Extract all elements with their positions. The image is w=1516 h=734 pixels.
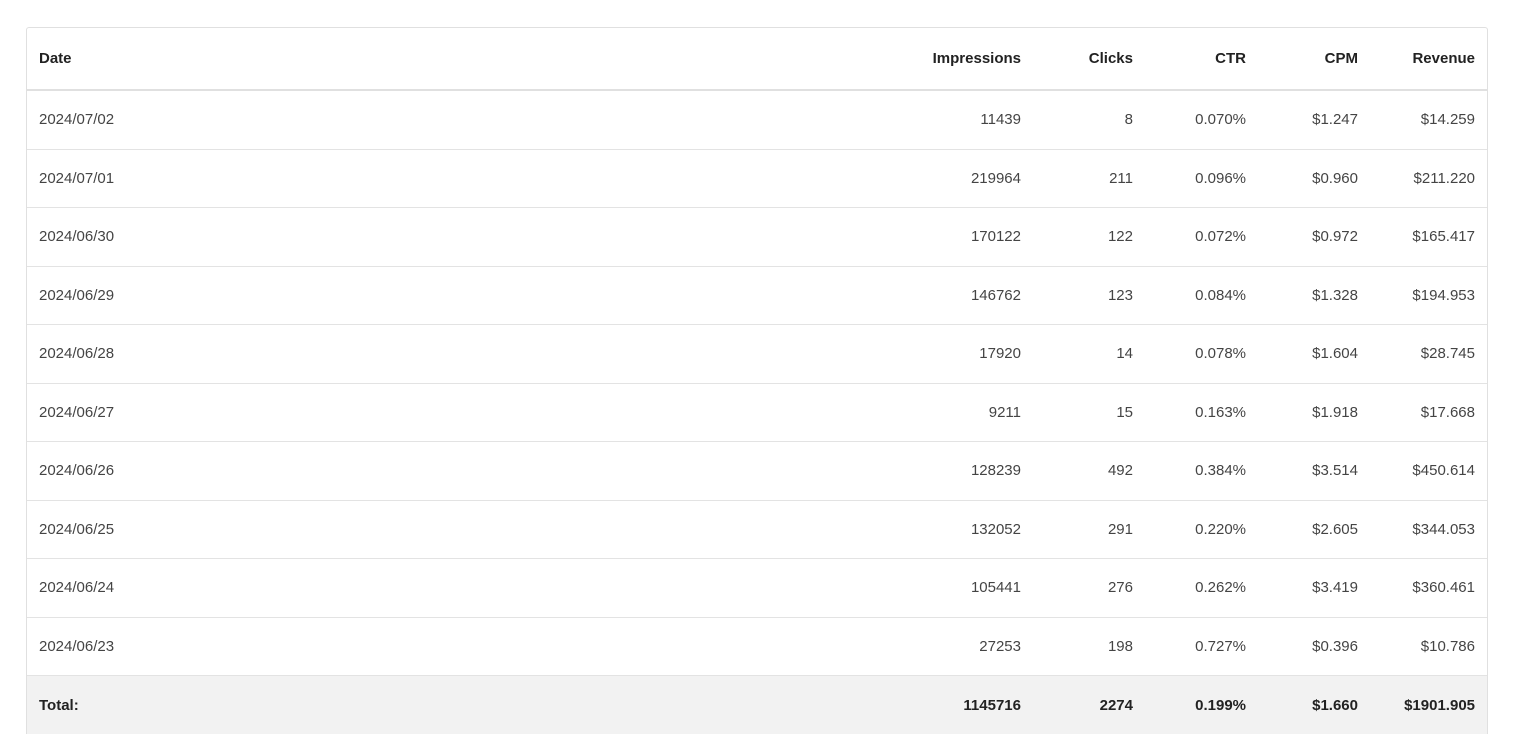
cell-revenue: $194.953 — [1370, 266, 1487, 325]
cell-impressions: 146762 — [883, 266, 1033, 325]
cell-ctr: 0.262% — [1145, 559, 1258, 618]
cell-clicks: 14 — [1033, 325, 1145, 384]
cell-clicks: 276 — [1033, 559, 1145, 618]
cell-impressions: 27253 — [883, 617, 1033, 676]
cell-impressions: 219964 — [883, 149, 1033, 208]
cell-impressions: 105441 — [883, 559, 1033, 618]
cell-cpm: $0.972 — [1258, 208, 1370, 267]
cell-ctr: 0.220% — [1145, 500, 1258, 559]
cell-ctr: 0.096% — [1145, 149, 1258, 208]
cell-ctr: 0.384% — [1145, 442, 1258, 501]
cell-clicks: 122 — [1033, 208, 1145, 267]
header-row: Date Impressions Clicks CTR CPM Revenue — [27, 28, 1487, 90]
cell-date: 2024/06/23 — [27, 617, 883, 676]
cell-clicks: 492 — [1033, 442, 1145, 501]
cell-ctr: 0.078% — [1145, 325, 1258, 384]
cell-impressions: 17920 — [883, 325, 1033, 384]
cell-date: 2024/06/30 — [27, 208, 883, 267]
cell-revenue: $344.053 — [1370, 500, 1487, 559]
cell-revenue: $360.461 — [1370, 559, 1487, 618]
cell-cpm: $1.604 — [1258, 325, 1370, 384]
cell-impressions: 132052 — [883, 500, 1033, 559]
cell-impressions: 9211 — [883, 383, 1033, 442]
cell-clicks: 8 — [1033, 90, 1145, 149]
cell-cpm: $0.960 — [1258, 149, 1370, 208]
cell-cpm: $3.419 — [1258, 559, 1370, 618]
total-clicks: 2274 — [1033, 676, 1145, 734]
cell-revenue: $165.417 — [1370, 208, 1487, 267]
cell-cpm: $0.396 — [1258, 617, 1370, 676]
cell-ctr: 0.163% — [1145, 383, 1258, 442]
cell-cpm: $1.918 — [1258, 383, 1370, 442]
cell-clicks: 15 — [1033, 383, 1145, 442]
column-header-ctr[interactable]: CTR — [1145, 28, 1258, 90]
cell-impressions: 170122 — [883, 208, 1033, 267]
cell-date: 2024/06/25 — [27, 500, 883, 559]
cell-date: 2024/06/26 — [27, 442, 883, 501]
total-ctr: 0.199% — [1145, 676, 1258, 734]
cell-impressions: 11439 — [883, 90, 1033, 149]
cell-cpm: $1.328 — [1258, 266, 1370, 325]
column-header-revenue[interactable]: Revenue — [1370, 28, 1487, 90]
cell-ctr: 0.072% — [1145, 208, 1258, 267]
cell-date: 2024/06/29 — [27, 266, 883, 325]
cell-impressions: 128239 — [883, 442, 1033, 501]
cell-clicks: 211 — [1033, 149, 1145, 208]
cell-revenue: $28.745 — [1370, 325, 1487, 384]
cell-clicks: 198 — [1033, 617, 1145, 676]
cell-revenue: $450.614 — [1370, 442, 1487, 501]
cell-date: 2024/06/24 — [27, 559, 883, 618]
cell-clicks: 291 — [1033, 500, 1145, 559]
cell-ctr: 0.070% — [1145, 90, 1258, 149]
total-cpm: $1.660 — [1258, 676, 1370, 734]
cell-date: 2024/07/01 — [27, 149, 883, 208]
cell-revenue: $211.220 — [1370, 149, 1487, 208]
stats-table-container: Date Impressions Clicks CTR CPM Revenue … — [26, 27, 1488, 734]
total-revenue: $1901.905 — [1370, 676, 1487, 734]
total-impressions: 1145716 — [883, 676, 1033, 734]
cell-clicks: 123 — [1033, 266, 1145, 325]
cell-cpm: $2.605 — [1258, 500, 1370, 559]
column-header-clicks[interactable]: Clicks — [1033, 28, 1145, 90]
cell-date: 2024/07/02 — [27, 90, 883, 149]
cell-revenue: $17.668 — [1370, 383, 1487, 442]
cell-cpm: $1.247 — [1258, 90, 1370, 149]
cell-date: 2024/06/28 — [27, 325, 883, 384]
total-label: Total: — [27, 676, 883, 734]
total-row: Total: 1145716 2274 0.199% $1.660 $1901.… — [27, 676, 1487, 734]
cell-date: 2024/06/27 — [27, 383, 883, 442]
column-header-cpm[interactable]: CPM — [1258, 28, 1370, 90]
cell-revenue: $10.786 — [1370, 617, 1487, 676]
cell-revenue: $14.259 — [1370, 90, 1487, 149]
cell-ctr: 0.084% — [1145, 266, 1258, 325]
cell-ctr: 0.727% — [1145, 617, 1258, 676]
stats-table: Date Impressions Clicks CTR CPM Revenue … — [27, 28, 1487, 734]
column-header-date[interactable]: Date — [27, 28, 883, 90]
column-header-impressions[interactable]: Impressions — [883, 28, 1033, 90]
cell-cpm: $3.514 — [1258, 442, 1370, 501]
